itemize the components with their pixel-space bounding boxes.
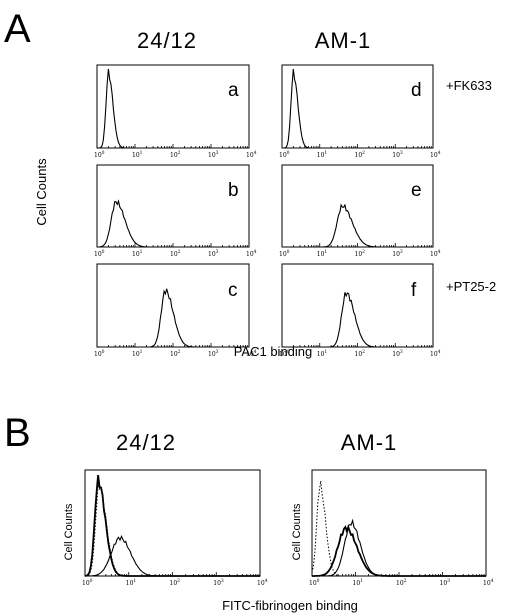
panel-b-ylabel-1: Cell Counts: [63, 503, 75, 560]
x-tick-label: 100: [279, 150, 290, 159]
subpanel-c-letter: c: [228, 280, 238, 301]
panel-a-letter: A: [4, 7, 31, 51]
histogram-curve: [282, 68, 433, 149]
subpanel-f-frame: [281, 263, 434, 348]
x-tick-label: 100: [309, 578, 320, 587]
x-tick-label: 103: [208, 349, 219, 358]
panel-b-letter: B: [4, 411, 31, 455]
subpanel-d-letter: d: [411, 80, 422, 101]
histogram-curve-thin: [85, 535, 260, 577]
panel-b-frame-2: [311, 469, 487, 577]
x-tick-label: 101: [353, 578, 364, 587]
x-tick-label: 101: [126, 578, 137, 587]
histogram-curve: [282, 203, 433, 248]
panel-b-ylabel-2: Cell Counts: [291, 503, 303, 560]
x-tick-label: 101: [317, 349, 328, 358]
condition-label-1: +FK633: [446, 78, 492, 93]
x-tick-label: 102: [355, 249, 366, 258]
x-tick-label: 100: [279, 249, 290, 258]
condition-label-3: +PT25-2: [446, 279, 496, 294]
x-tick-label: 102: [355, 150, 366, 159]
x-tick-label: 104: [246, 150, 257, 159]
x-tick-label: 103: [392, 249, 403, 258]
subpanel-d-frame: [281, 64, 434, 149]
histogram-curve-thin: [312, 518, 486, 577]
histogram-curve: [97, 68, 249, 149]
panel-a-col-title-2: AM-1: [315, 28, 372, 53]
subpanel-b-letter: b: [228, 180, 239, 201]
histogram-curve-bold: [84, 474, 260, 577]
x-tick-label: 103: [392, 349, 403, 358]
x-tick-label: 102: [170, 578, 181, 587]
subpanel-a-letter: a: [228, 80, 239, 101]
x-tick-label: 103: [440, 578, 451, 587]
x-tick-label: 101: [132, 349, 143, 358]
subpanel-f-plot: f 100 101 102 103 104: [279, 263, 441, 358]
x-tick-label: 102: [396, 578, 407, 587]
x-tick-label: 102: [355, 349, 366, 358]
histogram-curve: [97, 288, 249, 348]
x-tick-label: 104: [257, 578, 268, 587]
x-tick-label: 100: [94, 349, 105, 358]
histogram-curve: [97, 199, 249, 248]
subpanel-a-frame: [96, 64, 250, 149]
subpanel-f-letter: f: [411, 280, 417, 301]
x-tick-label: 101: [132, 249, 143, 258]
subpanel-c-frame: [96, 263, 250, 348]
subpanel-e-plot: e 100 101 102 103 104: [279, 164, 441, 258]
x-tick-label: 100: [82, 578, 93, 587]
x-tick-label: 104: [430, 349, 441, 358]
x-tick-label: 103: [392, 150, 403, 159]
x-tick-label: 100: [279, 349, 290, 358]
x-tick-label: 101: [132, 150, 143, 159]
x-tick-label: 102: [170, 349, 181, 358]
panel-a-col-title-1: 24/12: [137, 28, 197, 53]
panel-a-ylabel: Cell Counts: [34, 158, 49, 226]
x-tick-label: 103: [208, 150, 219, 159]
x-tick-label: 100: [94, 249, 105, 258]
subpanel-c-plot: c 100 101 102 103 104: [94, 263, 257, 358]
panel-b-plot-24-12: 100 101 102 103 104: [82, 469, 268, 587]
panel-b-plot-am-1: 100 101 102 103 104: [309, 469, 494, 587]
subpanel-a-plot: a 100 101 102 103 104: [94, 64, 257, 159]
subpanel-d-plot: d 100 101 102 103 104: [279, 64, 441, 159]
panel-a-xlabel: PAC1 binding: [234, 344, 313, 359]
x-tick-label: 104: [483, 578, 494, 587]
x-tick-label: 101: [317, 249, 328, 258]
subpanel-e-letter: e: [411, 180, 422, 201]
x-tick-label: 103: [208, 249, 219, 258]
x-tick-label: 102: [170, 249, 181, 258]
histogram-curve-control: [311, 480, 486, 577]
panel-b-col-title-2: AM-1: [341, 430, 398, 455]
x-tick-label: 103: [213, 578, 224, 587]
panel-b-col-title-1: 24/12: [116, 430, 176, 455]
histogram-curve: [282, 292, 433, 348]
panel-b-xlabel: FITC-fibrinogen binding: [222, 598, 358, 613]
x-tick-label: 101: [317, 150, 328, 159]
x-tick-label: 104: [430, 150, 441, 159]
x-tick-label: 104: [246, 349, 257, 358]
x-tick-label: 100: [94, 150, 105, 159]
x-tick-label: 104: [246, 249, 257, 258]
subpanel-b-plot: b 100 101 102 103 104: [94, 164, 257, 258]
x-tick-label: 102: [170, 150, 181, 159]
x-tick-label: 104: [430, 249, 441, 258]
